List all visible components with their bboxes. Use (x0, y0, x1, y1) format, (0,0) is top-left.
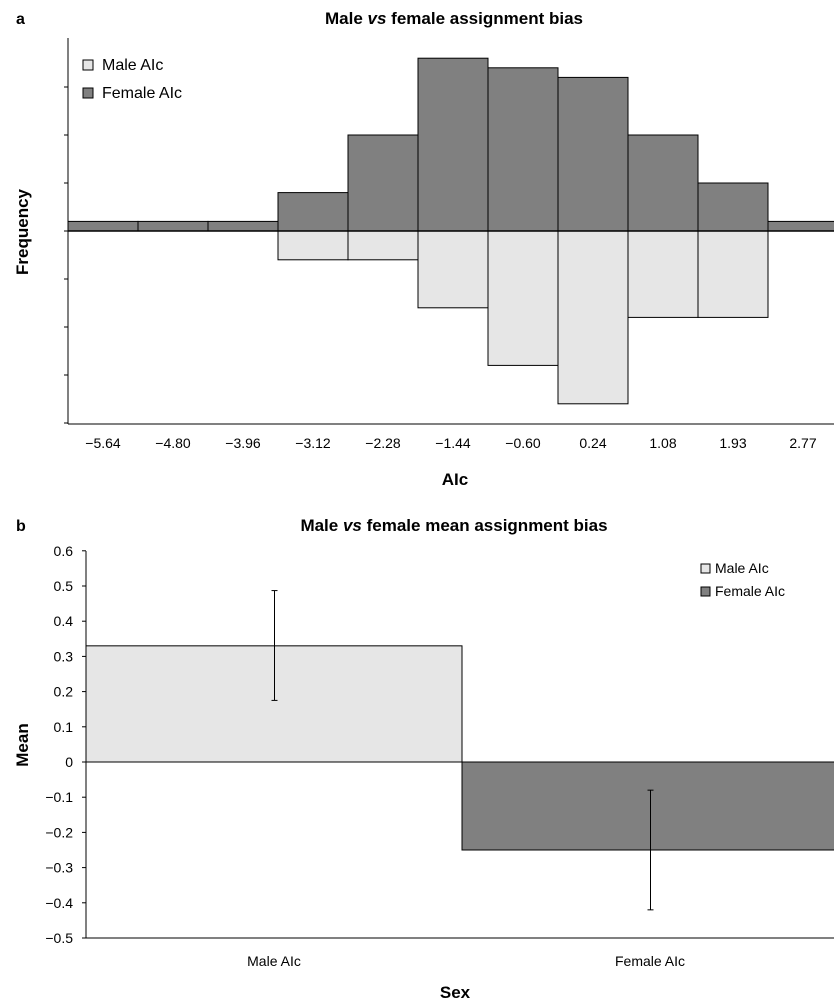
male-bar (627, 230, 699, 318)
male-bar (697, 230, 769, 318)
panel-a-y-ticks (64, 86, 68, 424)
x-tick-label: −2.28 (365, 435, 401, 451)
panel-b-error-bars (271, 590, 654, 911)
legend-swatch-female (82, 87, 94, 99)
legend-label-male: Male AIc (715, 560, 769, 576)
y-tick-label: −0.3 (45, 860, 73, 876)
y-tick-label: 0.3 (54, 648, 74, 664)
x-tick-label: −0.60 (505, 435, 541, 451)
y-tick-label: 0.4 (54, 613, 74, 629)
female-bar (627, 134, 699, 232)
panel-b-x-tick-female: Female AIc (615, 953, 685, 969)
y-tick-label: −0.5 (45, 930, 73, 946)
x-tick-label: 1.93 (719, 435, 746, 451)
panel-a-legend: Male AIc Female AIc (82, 57, 182, 102)
x-tick-label: −4.80 (155, 435, 191, 451)
x-tick-label: −5.64 (85, 435, 121, 451)
panel-a-female-bars (67, 57, 834, 232)
panel-b-y-ticks: 0.6 0.5 0.4 0.3 0.2 0.1 0 −0.1 −0.2 −0.3 −0.4 −0.5 (45, 543, 86, 946)
male-bar (277, 230, 349, 261)
female-bar (277, 192, 349, 232)
x-tick-label: 2.77 (789, 435, 816, 451)
panel-a-male-bars (277, 230, 769, 405)
legend-label-male: Male AIc (102, 57, 163, 74)
panel-b-x-tick-male: Male AIc (247, 953, 301, 969)
female-bar (417, 57, 489, 232)
legend-label-female: Female AIc (715, 583, 785, 599)
female-bar (347, 134, 419, 232)
female-bar (67, 220, 139, 232)
panel-b-x-label: Sex (440, 983, 471, 1001)
panel-b-y-label: Mean (13, 723, 32, 766)
x-tick-label: −3.96 (225, 435, 261, 451)
female-bar (557, 76, 629, 232)
panel-b-bars (85, 645, 834, 851)
y-tick-label: 0 (65, 754, 73, 770)
y-tick-label: −0.1 (45, 789, 73, 805)
panel-a-y-label: Frequency (13, 188, 32, 275)
panel-b: b Male vs female mean assignment bias 0.… (13, 516, 834, 1001)
male-bar (487, 230, 559, 366)
female-bar (487, 67, 559, 232)
panel-a-title: Male vs female assignment bias (325, 9, 583, 28)
y-tick-label: 0.1 (54, 719, 74, 735)
legend-swatch-male (700, 563, 711, 574)
male-bar (417, 230, 489, 309)
male-bar (557, 230, 629, 405)
y-tick-label: −0.4 (45, 895, 73, 911)
panel-a-x-tick-labels: −5.64 −4.80 −3.96 −3.12 −2.28 −1.44 −0.60 0.24 1… (85, 435, 817, 451)
female-bar (767, 220, 834, 232)
x-tick-label: −1.44 (435, 435, 471, 451)
panel-a: a Male vs female assignment bias −5.64 −4… (13, 9, 834, 489)
y-tick-label: 0.5 (54, 578, 74, 594)
panel-b-legend: Male AIc Female AIc (700, 560, 785, 599)
x-tick-label: −3.12 (295, 435, 331, 451)
y-tick-label: 0.2 (54, 684, 74, 700)
legend-swatch-female (700, 586, 711, 597)
x-tick-label: 1.08 (649, 435, 676, 451)
x-tick-label: 0.24 (579, 435, 606, 451)
female-bar (697, 182, 769, 232)
panel-a-x-label: AIc (442, 470, 468, 489)
y-tick-label: −0.2 (45, 824, 73, 840)
female-bar (137, 220, 209, 232)
female-bar (207, 220, 279, 232)
male-bar (347, 230, 419, 261)
legend-swatch-male (82, 59, 94, 71)
panel-a-letter: a (16, 11, 25, 28)
y-tick-label: 0.6 (54, 543, 74, 559)
legend-label-female: Female AIc (102, 85, 182, 102)
mean-bar (461, 761, 834, 851)
panel-b-letter: b (16, 518, 26, 535)
panel-b-title: Male vs female mean assignment bias (300, 516, 607, 535)
